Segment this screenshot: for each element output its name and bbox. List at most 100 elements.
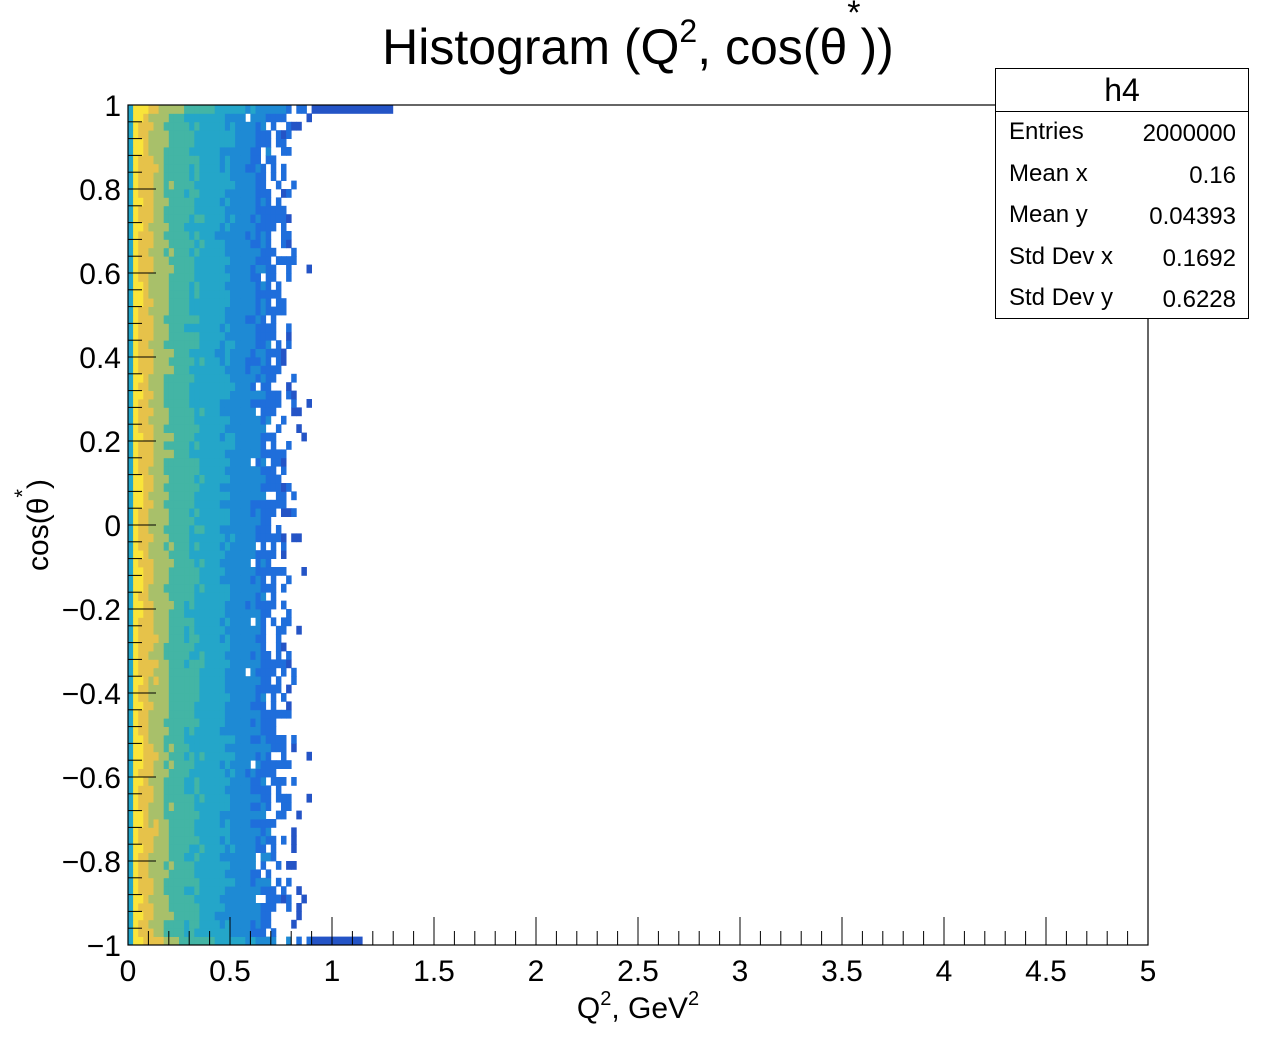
heatmap-cell	[168, 928, 175, 937]
heatmap-cell	[255, 634, 261, 643]
heatmap-cell	[128, 138, 134, 148]
heatmap-cell	[153, 130, 159, 139]
heatmap-cell	[138, 289, 144, 299]
heatmap-cell	[286, 760, 292, 769]
heatmap-cell	[168, 600, 175, 610]
heatmap-cell	[138, 281, 144, 291]
heatmap-cell	[184, 667, 190, 677]
heatmap-cell	[184, 323, 190, 333]
heatmap-cell	[275, 785, 282, 795]
heatmap-cell	[240, 516, 246, 526]
heatmap-cell	[204, 516, 210, 526]
heatmap-cell	[143, 348, 149, 358]
heatmap-cell	[133, 281, 139, 291]
heatmap-cell	[179, 567, 185, 576]
heatmap-cell	[296, 121, 302, 131]
heatmap-cell	[240, 155, 246, 165]
heatmap-cell	[265, 466, 272, 475]
heatmap-cell	[265, 609, 272, 618]
heatmap-cell	[138, 357, 144, 366]
heatmap-cell	[189, 222, 195, 232]
heatmap-cell	[281, 239, 287, 249]
heatmap-cell	[143, 508, 149, 517]
heatmap-cell	[219, 735, 226, 744]
heatmap-cell	[209, 113, 216, 123]
heatmap-cell	[148, 819, 154, 828]
heatmap-cell	[148, 919, 154, 929]
heatmap-cell	[163, 793, 170, 803]
heatmap-cell	[230, 415, 236, 425]
heatmap-cell	[240, 474, 246, 484]
heatmap-cell	[240, 600, 246, 610]
heatmap-cell	[138, 441, 144, 450]
heatmap-cell	[286, 214, 292, 223]
heatmap-cell	[168, 298, 175, 307]
heatmap-cell	[224, 331, 231, 341]
heatmap-cell	[199, 315, 205, 324]
heatmap-cell	[270, 575, 277, 585]
heatmap-cell	[153, 205, 159, 215]
heatmap-cell	[240, 399, 246, 408]
heatmap-cell	[255, 197, 261, 207]
heatmap-cell	[235, 357, 241, 366]
heatmap-cell	[275, 625, 282, 635]
heatmap-cell	[128, 147, 134, 156]
heatmap-cell	[179, 651, 185, 660]
heatmap-cell	[189, 835, 195, 845]
heatmap-cell	[281, 449, 287, 459]
heatmap-cell	[143, 306, 149, 316]
heatmap-cell	[168, 558, 175, 568]
heatmap-cell	[255, 457, 261, 467]
heatmap-cell	[133, 407, 139, 417]
heatmap-cell	[281, 709, 287, 719]
heatmap-cell	[194, 508, 200, 517]
heatmap-cell	[153, 718, 159, 727]
heatmap-cell	[179, 441, 185, 450]
heatmap-cell	[260, 617, 267, 627]
heatmap-cell	[179, 474, 185, 484]
heatmap-cell	[214, 264, 221, 274]
heatmap-cell	[194, 869, 200, 879]
heatmap-cell	[260, 550, 267, 559]
heatmap-cell	[240, 197, 246, 207]
heatmap-cell	[250, 432, 256, 442]
heatmap-cell	[194, 113, 200, 123]
heatmap-cell	[163, 214, 170, 223]
heatmap-cell	[219, 869, 226, 879]
heatmap-cell	[163, 735, 170, 744]
heatmap-cell	[265, 449, 272, 459]
heatmap-cell	[219, 533, 226, 543]
heatmap-cell	[199, 407, 205, 417]
heatmap-cell	[219, 592, 226, 601]
heatmap-cell	[173, 936, 180, 946]
heatmap-cell	[173, 449, 180, 459]
heatmap-cell	[163, 768, 170, 778]
heatmap-cell	[199, 424, 205, 433]
heatmap-cell	[240, 365, 246, 375]
heatmap-cell	[173, 567, 180, 576]
heatmap-cell	[204, 735, 210, 744]
heatmap-cell	[245, 147, 251, 156]
heatmap-cell	[148, 130, 154, 139]
heatmap-cell	[148, 583, 154, 593]
heatmap-cell	[189, 684, 195, 694]
heatmap-cell	[158, 928, 165, 937]
heatmap-cell	[153, 273, 159, 282]
heatmap-cell	[235, 323, 241, 333]
heatmap-cell	[189, 508, 195, 517]
heatmap-cell	[184, 432, 190, 442]
heatmap-cell	[199, 709, 205, 719]
heatmap-cell	[153, 382, 159, 391]
heatmap-cell	[214, 315, 221, 324]
heatmap-cell	[158, 113, 165, 123]
heatmap-cell	[138, 869, 144, 879]
heatmap-cell	[224, 903, 231, 912]
heatmap-cell	[153, 743, 159, 753]
heatmap-cell	[260, 172, 267, 181]
heatmap-cell	[235, 886, 241, 895]
heatmap-cell	[153, 113, 159, 123]
heatmap-cell	[173, 483, 180, 492]
heatmap-cell	[230, 382, 236, 391]
heatmap-cell	[138, 399, 144, 408]
heatmap-cell	[255, 819, 261, 828]
